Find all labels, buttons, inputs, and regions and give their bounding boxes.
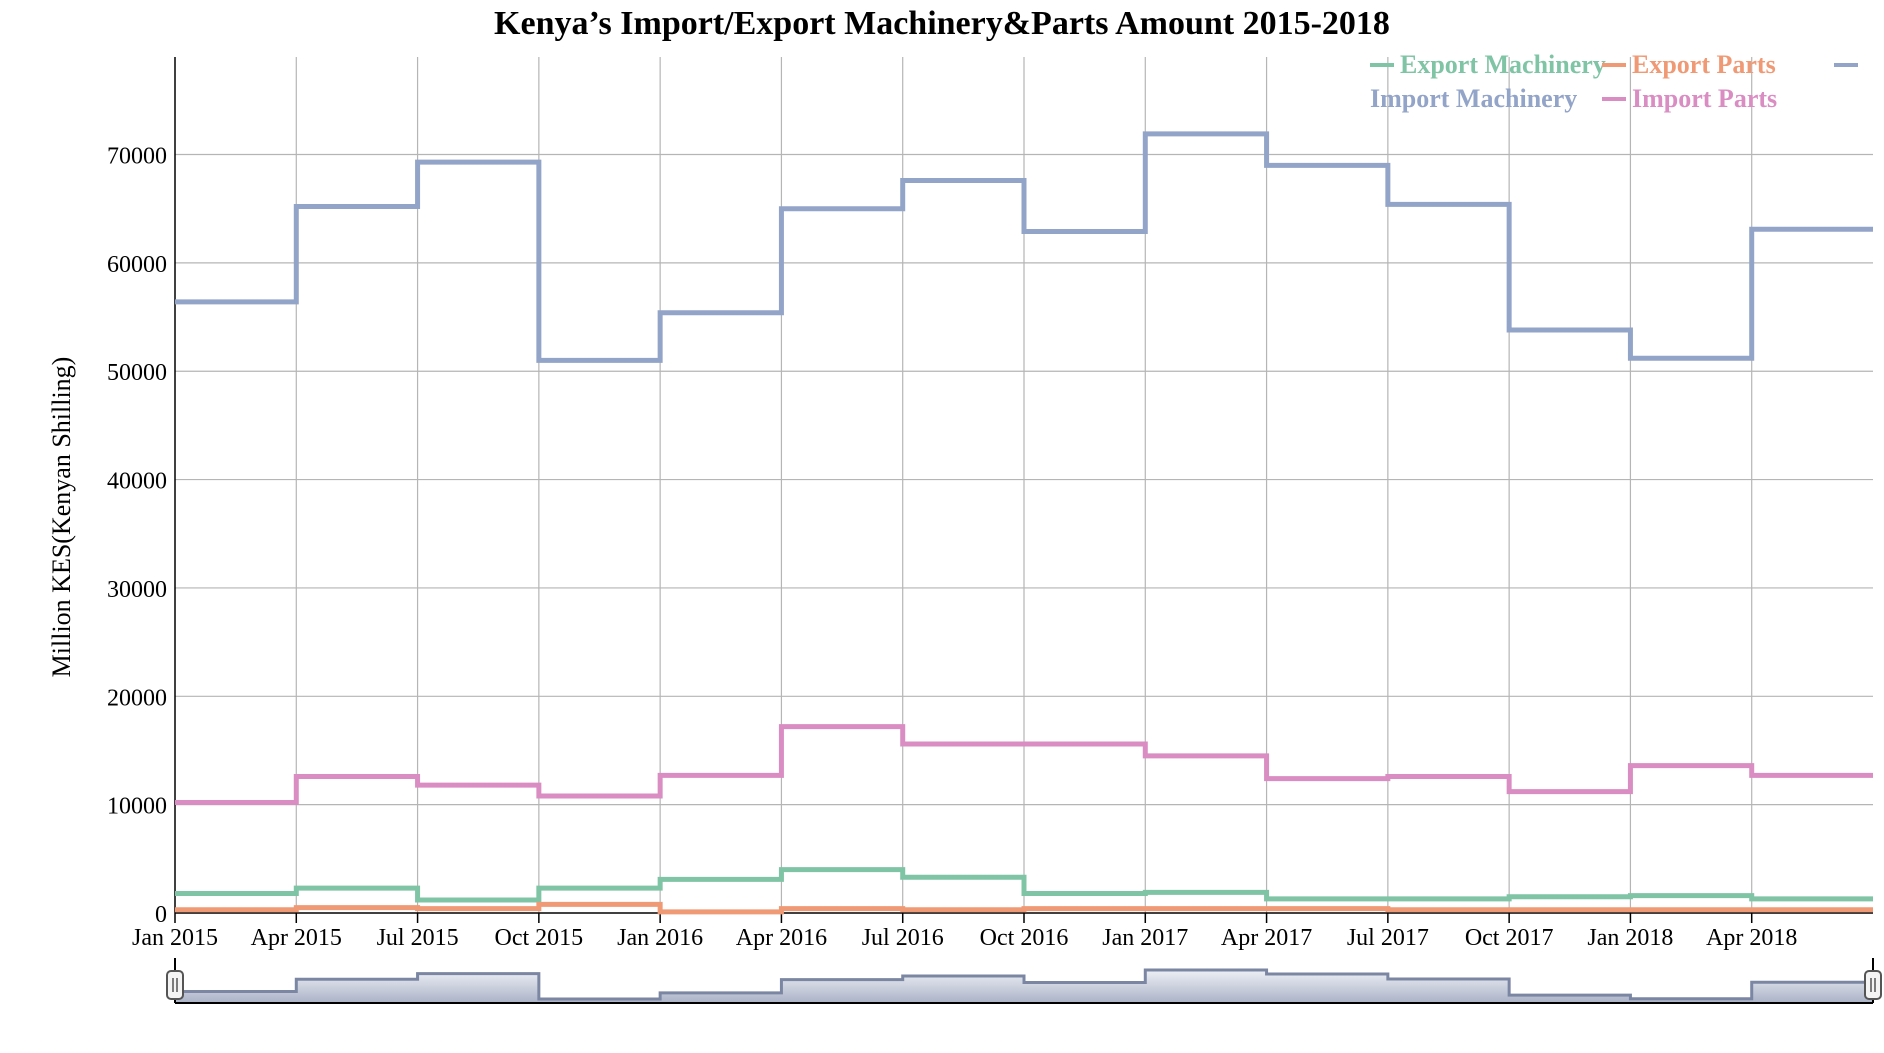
series-export-parts-line [175, 901, 1873, 915]
x-tick-label: Jan 2018 [1587, 925, 1673, 951]
navigator-left-handle[interactable] [166, 970, 184, 1000]
x-tick-label: Apr 2018 [1706, 925, 1797, 951]
y-axis-label: Million KES(Kenyan Shilling) [47, 357, 76, 678]
legend[interactable]: Export Machinery Export Parts Import Machi… [1370, 50, 1858, 113]
y-tick-label: 30000 [107, 577, 167, 603]
x-tick-label: Oct 2015 [495, 925, 584, 951]
y-tick-label: 10000 [107, 794, 167, 820]
navigator[interactable] [166, 958, 1882, 1004]
y-tick-label: 60000 [107, 252, 167, 278]
navigator-line [175, 968, 1873, 1001]
x-tick-label: Apr 2016 [736, 925, 827, 951]
chart-title: Kenya’s Import/Export Machinery&Parts Am… [494, 5, 1390, 42]
y-tick-label: 50000 [107, 360, 167, 386]
legend-label-export-parts[interactable]: Export Parts [1632, 50, 1776, 79]
legend-label-export-machinery[interactable]: Export Machinery [1400, 50, 1606, 79]
series [175, 131, 1873, 915]
grid [175, 57, 1873, 913]
x-tick-label: Oct 2016 [980, 925, 1069, 951]
legend-label-import-parts[interactable]: Import Parts [1632, 84, 1777, 113]
series-export-machinery-line [175, 867, 1873, 903]
series-import-machinery-line [175, 131, 1873, 363]
navigator-right-handle[interactable] [1864, 970, 1882, 1000]
navigator-area [175, 970, 1873, 1003]
x-tick-label: Oct 2017 [1465, 925, 1554, 951]
x-tick-label: Jan 2015 [132, 925, 218, 951]
y-tick-label: 70000 [107, 144, 167, 170]
handle-body[interactable] [166, 970, 184, 1000]
x-tick-label: Jul 2017 [1347, 925, 1429, 951]
x-tick-label: Jan 2017 [1102, 925, 1188, 951]
y-tick-label: 20000 [107, 685, 167, 711]
series-import-parts-line [175, 724, 1873, 805]
x-tick-label: Jul 2015 [377, 925, 459, 951]
y-tick-label: 0 [155, 902, 167, 928]
legend-label-import-machinery[interactable]: Import Machinery [1370, 84, 1577, 113]
axes: 0 10000 20000 30000 40000 50000 60000 70000 Jan … [107, 57, 1873, 951]
x-tick-label: Apr 2015 [251, 925, 342, 951]
x-tick-label: Jul 2016 [862, 925, 944, 951]
x-tick-label: Jan 2016 [617, 925, 703, 951]
y-tick-label: 40000 [107, 469, 167, 495]
x-tick-label: Apr 2017 [1221, 925, 1312, 951]
handle-body[interactable] [1864, 970, 1882, 1000]
